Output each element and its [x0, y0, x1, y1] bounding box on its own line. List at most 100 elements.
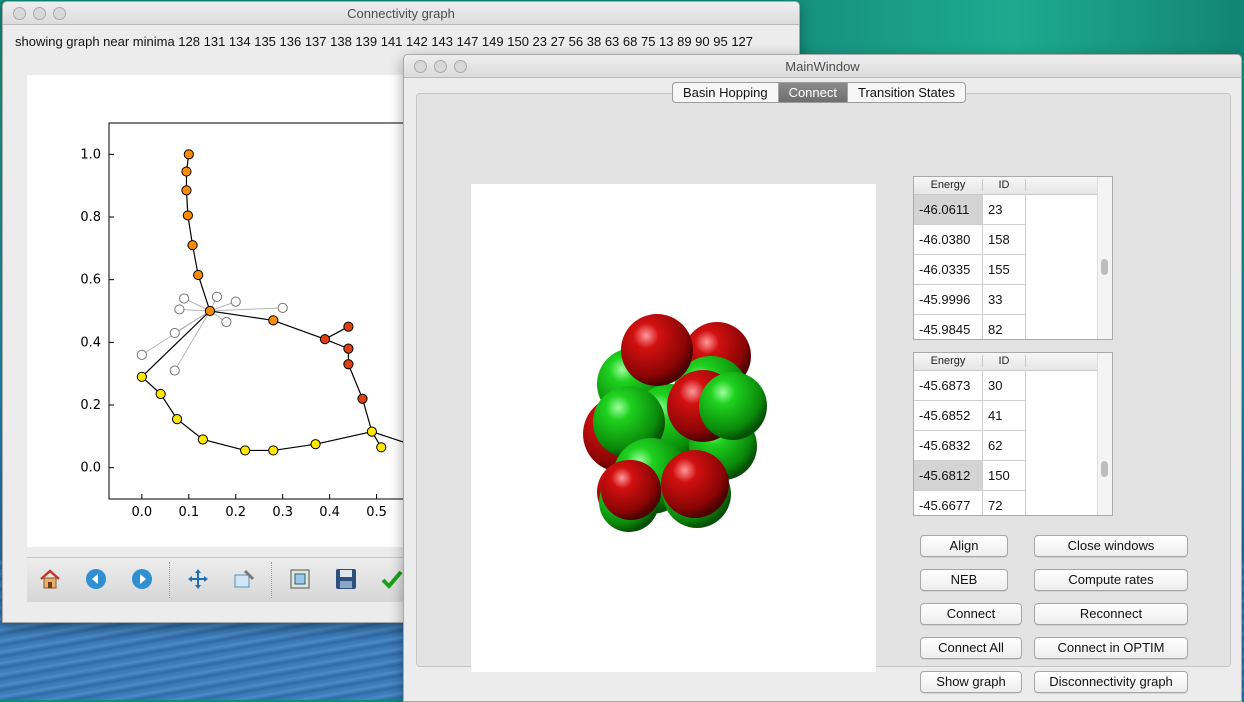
window-title: Connectivity graph: [347, 6, 455, 21]
graph-node: [343, 343, 354, 354]
minimize-icon[interactable]: [434, 60, 447, 73]
tab-bar: Basin Hopping Connect Transition States: [672, 82, 967, 103]
home-icon[interactable]: [37, 566, 63, 592]
pan-icon[interactable]: [185, 566, 211, 592]
table-scrollbar[interactable]: [1097, 177, 1112, 339]
graph-node: [183, 149, 194, 160]
save-icon[interactable]: [333, 566, 359, 592]
energy-cell: -45.9996: [914, 285, 983, 315]
table-row[interactable]: -46.0380 158: [914, 225, 1026, 255]
id-header[interactable]: ID: [983, 355, 1026, 367]
y-tick-label: 0.8: [80, 210, 101, 225]
x-tick-label: 0.2: [225, 505, 246, 520]
id-header[interactable]: ID: [983, 179, 1026, 191]
align-button[interactable]: Align: [920, 535, 1008, 557]
table-header: Energy ID: [914, 177, 1098, 195]
scroll-thumb[interactable]: [1101, 461, 1108, 477]
id-cell: 33: [983, 285, 1026, 315]
close-windows-button[interactable]: Close windows: [1034, 535, 1188, 557]
forward-icon[interactable]: [129, 566, 155, 592]
table-row[interactable]: -45.6852 41: [914, 401, 1026, 431]
graph-edge-unexplored: [174, 310, 211, 334]
graph-node: [268, 315, 279, 326]
molecule-viewer[interactable]: [471, 184, 876, 672]
close-icon[interactable]: [414, 60, 427, 73]
graph-node: [343, 321, 354, 332]
connect-optim-button[interactable]: Connect in OPTIM: [1034, 637, 1188, 659]
minima-table-bottom[interactable]: Energy ID -45.6873 30 -45.6852 41 -45.6832…: [913, 352, 1113, 516]
id-cell: 23: [983, 195, 1026, 225]
table-row[interactable]: -45.6873 30: [914, 371, 1026, 401]
reconnect-button[interactable]: Reconnect: [1034, 603, 1188, 625]
table-row[interactable]: -45.6812 150: [914, 461, 1026, 491]
y-tick-label: 0.4: [80, 335, 101, 350]
graph-node: [136, 371, 147, 382]
window-controls: [414, 60, 474, 78]
graph-node: [155, 388, 166, 400]
graph-node: [376, 442, 387, 453]
y-tick-label: 0.6: [80, 273, 101, 288]
show-graph-button[interactable]: Show graph: [920, 671, 1022, 693]
y-tick-label: 1.0: [80, 147, 101, 162]
graph-node: [277, 302, 288, 313]
zoom-icon[interactable]: [231, 566, 257, 592]
close-icon[interactable]: [13, 7, 26, 20]
connectivity-chart[interactable]: 0.0 0.1 0.2 0.3 0.4 0.5 0.0 0.2 0.4 0.6 0.8 1.0: [27, 75, 448, 547]
compute-rates-button[interactable]: Compute rates: [1034, 569, 1188, 591]
tab-basin-hopping[interactable]: Basin Hopping: [673, 83, 779, 102]
graph-node: [204, 305, 216, 317]
graph-node: [171, 414, 183, 425]
graph-node: [343, 359, 354, 370]
x-tick-label: 0.4: [319, 505, 340, 520]
zoom-window-icon[interactable]: [53, 7, 66, 20]
check-icon[interactable]: [379, 566, 405, 592]
energy-cell: -45.6873: [914, 371, 983, 401]
plot-area: 0.0 0.1 0.2 0.3 0.4 0.5 0.0 0.2 0.4 0.6 0.8 1.0: [27, 75, 448, 547]
window-title: MainWindow: [785, 59, 860, 74]
connect-all-button[interactable]: Connect All: [920, 637, 1022, 659]
tab-transition-states[interactable]: Transition States: [857, 85, 956, 100]
table-scrollbar[interactable]: [1097, 353, 1112, 515]
table-row[interactable]: -46.0611 23: [914, 195, 1026, 225]
table-row[interactable]: -45.6677 72: [914, 491, 1026, 515]
graph-node: [211, 291, 223, 302]
graph-node: [268, 445, 279, 456]
neb-button[interactable]: NEB: [920, 569, 1008, 591]
graph-edge: [140, 310, 382, 452]
graph-node: [240, 445, 251, 456]
graph-node: [169, 365, 180, 376]
plot-toolbar: [27, 557, 427, 602]
scroll-thumb[interactable]: [1101, 259, 1108, 275]
graph-edge-unexplored: [174, 310, 211, 371]
minima-table-top[interactable]: Energy ID -46.0611 23 -46.0380 158 -46.033…: [913, 176, 1113, 340]
graph-node: [174, 304, 185, 315]
energy-cell: -46.0335: [914, 255, 983, 285]
energy-header[interactable]: Energy: [914, 355, 983, 367]
graph-edge-unexplored: [209, 307, 283, 312]
energy-cell: -45.6677: [914, 491, 983, 515]
energy-header[interactable]: Energy: [914, 179, 983, 191]
minimize-icon[interactable]: [33, 7, 46, 20]
energy-cell: -45.6852: [914, 401, 983, 431]
energy-cell: -45.6832: [914, 431, 983, 461]
graph-node: [181, 185, 192, 196]
table-row[interactable]: -45.9845 82: [914, 315, 1026, 339]
subplots-icon[interactable]: [287, 566, 313, 592]
x-tick-label: 0.1: [178, 505, 199, 520]
id-cell: 30: [983, 371, 1026, 401]
table-row[interactable]: -46.0335 155: [914, 255, 1026, 285]
graph-node: [310, 439, 321, 450]
connect-button[interactable]: Connect: [920, 603, 1022, 625]
graph-node: [136, 349, 147, 360]
id-cell: 155: [983, 255, 1026, 285]
table-row[interactable]: -45.6832 62: [914, 431, 1026, 461]
table-row[interactable]: -45.9996 33: [914, 285, 1026, 315]
x-tick-label: 0.5: [366, 505, 387, 520]
graph-node: [181, 166, 192, 177]
connectivity-titlebar: Connectivity graph: [3, 2, 799, 25]
id-cell: 150: [983, 461, 1026, 491]
zoom-window-icon[interactable]: [454, 60, 467, 73]
back-icon[interactable]: [83, 566, 109, 592]
disconnectivity-graph-button[interactable]: Disconnectivity graph: [1034, 671, 1188, 693]
tab-connect[interactable]: Connect: [778, 83, 848, 102]
